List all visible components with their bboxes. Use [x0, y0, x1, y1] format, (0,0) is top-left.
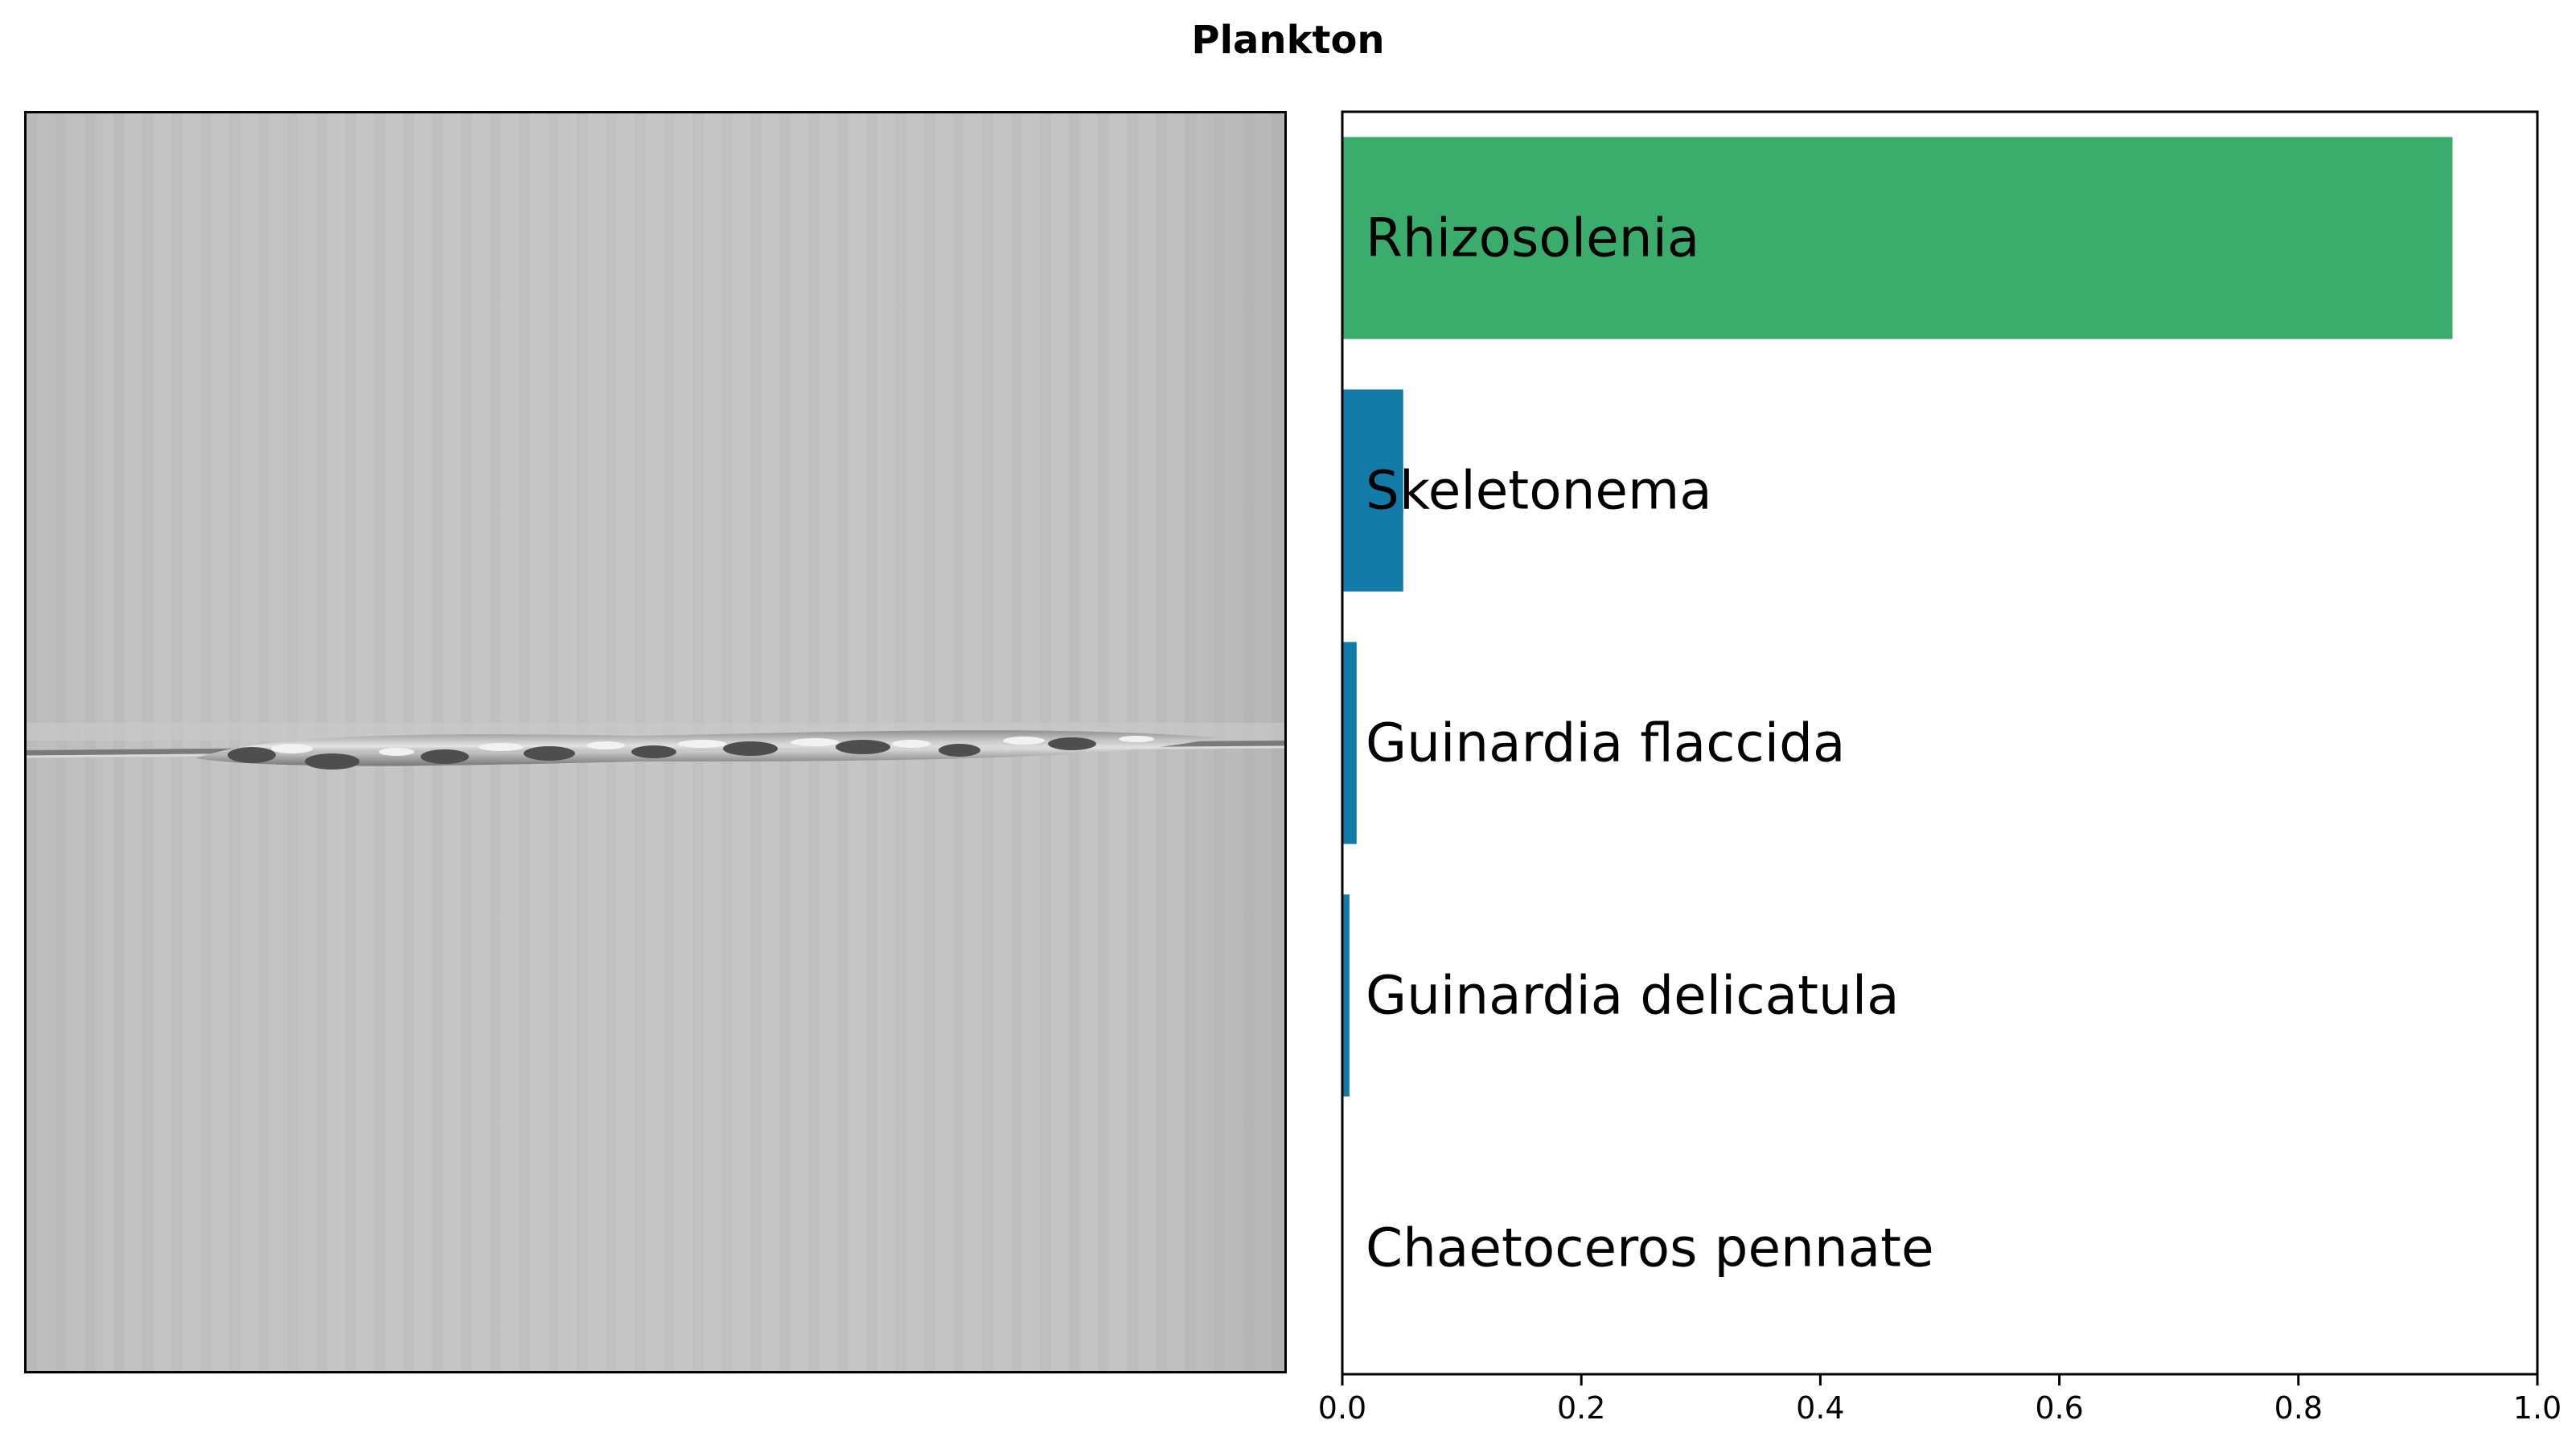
bar-guinardia-flaccida	[1342, 642, 1357, 844]
figure-title: Plankton	[1191, 18, 1385, 63]
x-tick-label: 0.4	[1796, 1390, 1844, 1426]
plankton-image-canvas	[27, 113, 1284, 1371]
x-tick-label: 0.2	[1557, 1390, 1605, 1426]
bar-guinardia-delicatula	[1342, 894, 1350, 1097]
diatom-chain	[27, 730, 1284, 770]
category-label: Guinardia delicatula	[1366, 965, 1900, 1027]
category-label: Skeletonema	[1366, 460, 1712, 522]
x-tick-label: 1.0	[2513, 1390, 2562, 1426]
category-label: Chaetoceros pennate	[1366, 1217, 1934, 1279]
bars	[1342, 137, 2453, 1097]
category-label: Guinardia flaccida	[1366, 712, 1845, 774]
bar-skeletonema	[1342, 389, 1403, 592]
x-tick-label: 0.0	[1318, 1390, 1366, 1426]
category-label: Rhizosolenia	[1366, 207, 1699, 269]
x-tick-label: 0.8	[2274, 1390, 2323, 1426]
bar-rhizosolenia	[1342, 137, 2453, 339]
category-labels: Rhizosolenia Skeletonema Guinardia flaccid…	[1366, 207, 1934, 1279]
x-tick-label: 0.6	[2035, 1390, 2083, 1426]
x-axis: 0.0 0.2 0.4 0.6 0.8 1.0	[1318, 1374, 2562, 1426]
plankton-image	[24, 111, 1287, 1373]
axes-frame	[1341, 110, 2539, 1376]
